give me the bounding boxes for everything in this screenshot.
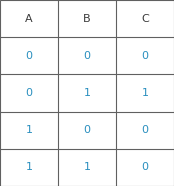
Text: C: C <box>141 14 149 24</box>
Text: 0: 0 <box>26 51 33 61</box>
Text: 0: 0 <box>84 51 90 61</box>
Text: 1: 1 <box>84 88 90 98</box>
Text: 0: 0 <box>141 51 148 61</box>
Text: 1: 1 <box>141 88 148 98</box>
Text: 0: 0 <box>141 162 148 172</box>
Text: B: B <box>83 14 91 24</box>
Text: 0: 0 <box>141 125 148 135</box>
Text: 1: 1 <box>26 162 33 172</box>
Text: 1: 1 <box>26 125 33 135</box>
Text: 0: 0 <box>26 88 33 98</box>
Text: A: A <box>25 14 33 24</box>
Text: 1: 1 <box>84 162 90 172</box>
Text: 0: 0 <box>84 125 90 135</box>
